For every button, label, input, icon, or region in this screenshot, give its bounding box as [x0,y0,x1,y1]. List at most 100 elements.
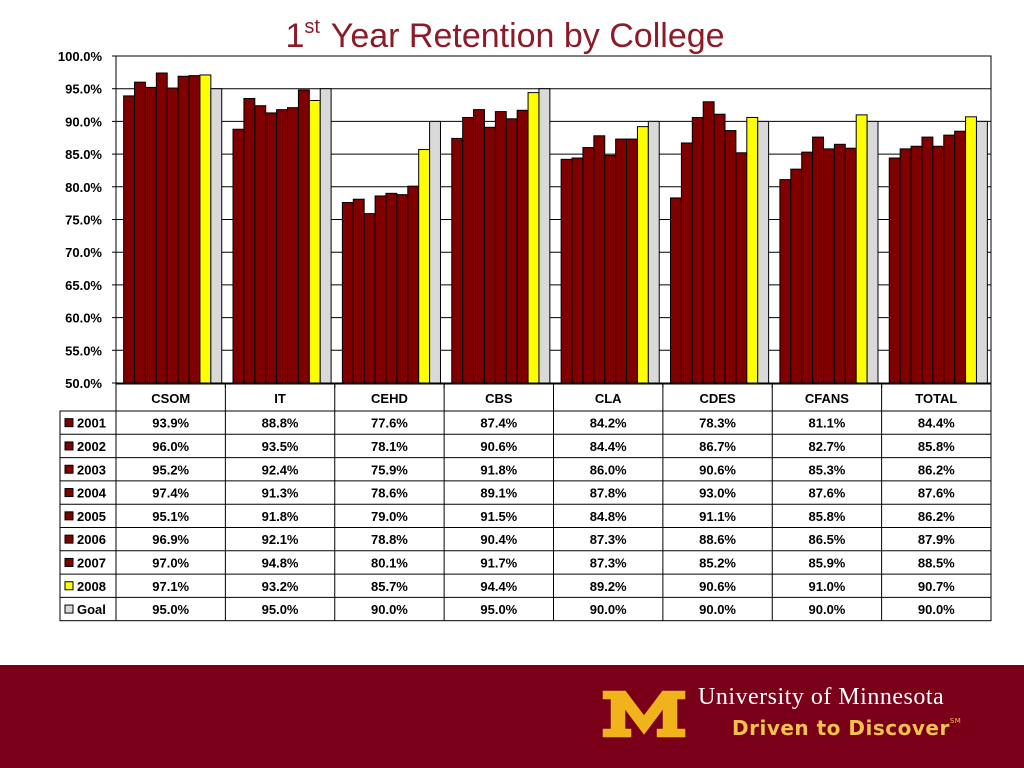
category-label: IT [274,391,286,406]
table-cell: 91.0% [809,579,846,594]
table-cell: 86.2% [918,509,955,524]
bar [276,109,289,384]
table-cell: 88.8% [262,416,299,431]
bar [921,136,934,384]
bar [670,197,682,384]
bar [899,148,912,384]
table-cell: 88.5% [918,555,955,570]
bar [615,138,628,384]
bar [177,75,190,384]
table-cell: 84.2% [590,416,627,431]
bar [341,201,354,384]
table-cell: 79.0% [371,509,408,524]
table-cell: 85.9% [809,555,846,570]
bar [505,118,518,384]
bar [473,109,485,384]
table-cell: 97.4% [152,486,189,501]
legend-label: 2001 [77,416,106,431]
bar [363,213,376,384]
bar [812,136,824,384]
table-cell: 91.3% [262,486,299,501]
bar [418,149,431,384]
bar [155,72,168,384]
y-tick-label: 85.0% [65,147,102,162]
bar [287,107,299,384]
table-cell: 93.9% [152,416,189,431]
bar [451,137,464,384]
y-tick-label: 55.0% [65,343,102,358]
table-cell: 97.0% [152,555,189,570]
bar [265,112,278,384]
table-cell: 90.0% [699,602,736,617]
bar [571,157,584,384]
bar [833,143,846,384]
table-cell: 85.8% [809,509,846,524]
table-cell: 84.8% [590,509,627,524]
table-cell: 93.2% [262,579,299,594]
table-cell: 96.9% [152,532,189,547]
legend-swatch [64,418,74,428]
table-cell: 90.0% [809,602,846,617]
table-cell: 77.6% [371,416,408,431]
bar [801,151,814,384]
table-cell: 97.1% [152,579,189,594]
y-tick-label: 60.0% [65,311,102,326]
legend-label: 2005 [77,509,106,524]
table-cell: 93.0% [699,486,736,501]
table-cell: 90.6% [480,439,517,454]
legend-label: 2006 [77,532,106,547]
bar [560,158,573,384]
bar [888,157,901,384]
bar [604,154,617,384]
title-text: Year Retention by College [330,17,725,55]
table-cell: 87.4% [480,416,517,431]
bar [713,113,726,384]
legend-swatch [64,464,74,474]
title-number: 1 [285,17,305,55]
table-cell: 87.3% [590,555,627,570]
y-tick-label: 65.0% [65,278,102,293]
table-cell: 86.0% [590,462,627,477]
bar [254,105,267,384]
legend-swatch [64,488,74,498]
bar [483,126,496,384]
table-cell: 95.0% [480,602,517,617]
bar [385,192,398,384]
table-cell: 86.5% [809,532,846,547]
bar [462,116,475,384]
bar [352,198,365,384]
bar [910,145,923,384]
bar [374,195,387,384]
bar [702,101,715,384]
table-cell: 94.4% [480,579,517,594]
data-table: CSOM IT CEHD CBS CLA CDES CFANS TOTAL 2001 93.9% 8… [59,383,992,622]
legend-label: 2004 [77,486,107,501]
bar [308,99,321,384]
tagline-text: Driven to Discover [732,716,950,740]
bar [429,120,441,384]
bar [790,168,803,384]
retention-chart: 100.0% 95.0% 90.0% 85.0% 80.0% 75.0% 70.0% 65.0… [58,49,992,622]
table-cell: 90.0% [590,602,627,617]
legend-label: 2002 [77,439,106,454]
legend-swatch [64,441,74,451]
table-cell: 89.2% [590,579,627,594]
bar [680,142,693,384]
tagline-service-mark: SM [949,717,962,725]
bar [319,88,332,384]
category-label: TOTAL [915,391,957,406]
bar [538,88,551,384]
legend-label: 2008 [77,579,106,594]
y-tick-label: 100.0% [58,49,103,64]
bar [746,116,759,384]
bar [866,120,879,384]
bar [647,120,660,384]
table-cell: 91.8% [262,509,299,524]
table-cell: 96.0% [152,439,189,454]
legend-label: 2003 [77,462,106,477]
table-cell: 82.7% [809,439,846,454]
bar [166,87,179,384]
table-cell: 87.6% [809,486,846,501]
table-cell: 78.1% [371,439,408,454]
y-tick-label: 95.0% [65,82,102,97]
